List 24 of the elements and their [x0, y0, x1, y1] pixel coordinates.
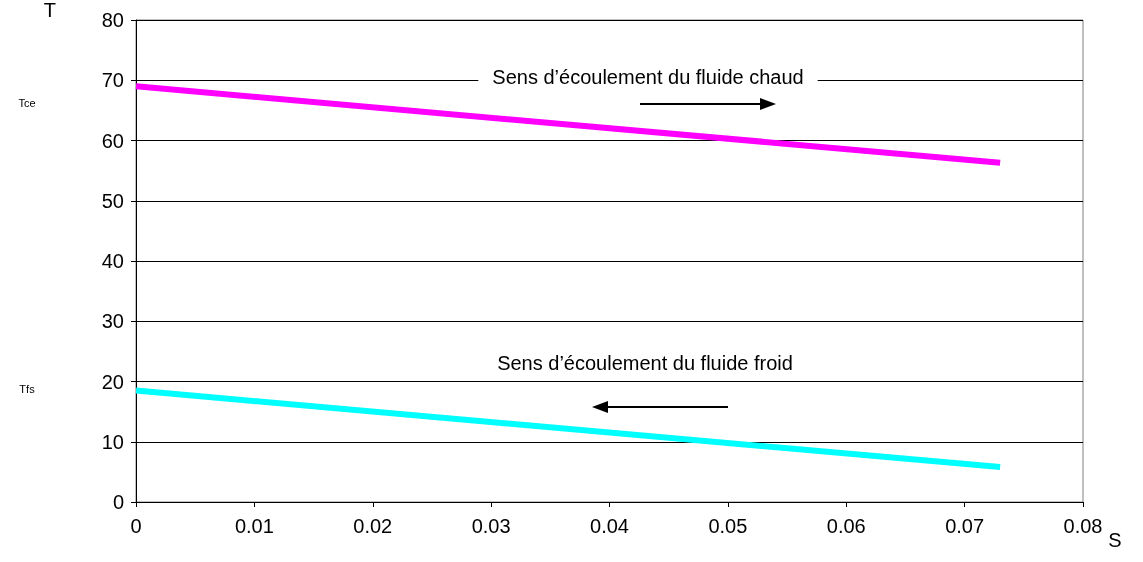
y-tick-label: 10 [101, 430, 124, 453]
x-axis-title: S [1108, 529, 1122, 551]
x-tick-label: 0.05 [708, 515, 748, 537]
y-tick-label: 0 [112, 491, 124, 513]
x-tick-label: 0.01 [234, 515, 274, 537]
y-tick-label: 40 [101, 250, 124, 272]
annotation: Sens d’écoulement du fluide chaud [492, 66, 804, 88]
y-axis-title: T [43, 0, 56, 21]
y-tick-label: 70 [101, 69, 124, 92]
x-tick-label: 0.06 [826, 515, 866, 537]
x-tick-label: 0.03 [471, 515, 511, 537]
y-tick-label: 30 [101, 310, 124, 333]
text: Tfs [19, 383, 36, 395]
y-tick-label: 20 [101, 370, 124, 393]
x-tick-label: 0.04 [590, 515, 629, 537]
annotation: Sens d’écoulement du fluide froid [497, 352, 793, 374]
text: Tce [18, 97, 36, 109]
y-tick-label: 60 [101, 129, 124, 152]
x-tick-label: 0.02 [353, 515, 393, 537]
x-tick-label: 0.07 [945, 515, 985, 537]
y-tick-label: 80 [101, 9, 124, 31]
x-tick-label: 0 [130, 515, 142, 537]
y-tick-label: 50 [101, 189, 124, 212]
x-tick-label: 0.08 [1063, 515, 1103, 537]
